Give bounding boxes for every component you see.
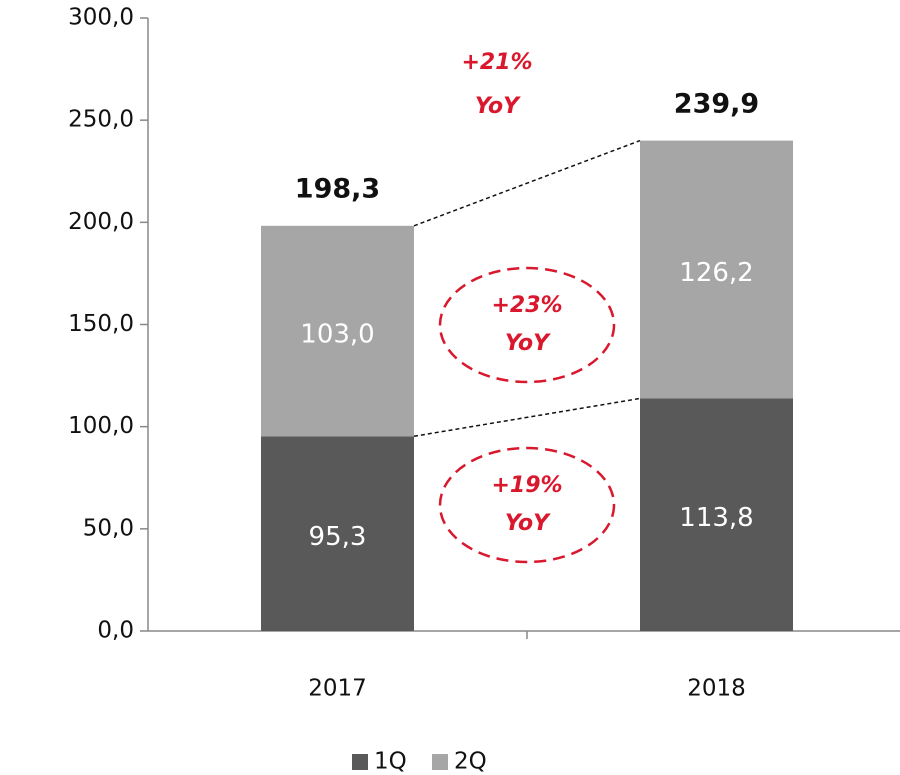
y-tick-label: 200,0 bbox=[68, 209, 134, 235]
y-tick-label: 300,0 bbox=[68, 5, 134, 31]
total-label: 198,3 bbox=[295, 173, 380, 204]
annotation-text: +19% bbox=[491, 473, 562, 498]
annotation-ring bbox=[438, 266, 616, 384]
annotation-text: +23% bbox=[491, 293, 562, 318]
bar-segment bbox=[640, 398, 793, 631]
annotation-text: +21% bbox=[461, 50, 532, 75]
connector bbox=[413, 397, 641, 438]
legend-swatch bbox=[432, 754, 448, 770]
segment-label: 103,0 bbox=[300, 320, 374, 350]
annotation-text: YoY bbox=[505, 511, 551, 536]
annotation-text: YoY bbox=[505, 331, 551, 356]
x-tick-label: 2017 bbox=[308, 676, 367, 702]
annotation-ring bbox=[438, 446, 616, 564]
legend-label: 1Q bbox=[374, 749, 407, 775]
y-tick-label: 50,0 bbox=[83, 515, 134, 541]
bar-segment bbox=[261, 436, 414, 631]
segment-label: 126,2 bbox=[679, 258, 753, 288]
annotation-text: YoY bbox=[475, 94, 521, 119]
connector bbox=[413, 139, 641, 227]
segment-label: 95,3 bbox=[309, 522, 367, 552]
y-tick-label: 100,0 bbox=[68, 413, 134, 439]
bar-segment bbox=[640, 140, 793, 399]
total-label: 239,9 bbox=[674, 88, 759, 119]
legend-label: 2Q bbox=[454, 749, 487, 775]
segment-label: 113,8 bbox=[679, 503, 753, 533]
x-tick-label: 2018 bbox=[687, 676, 746, 702]
y-tick-label: 150,0 bbox=[68, 311, 134, 337]
y-tick-label: 0,0 bbox=[97, 618, 134, 644]
bar-segment bbox=[261, 225, 414, 437]
legend-swatch bbox=[352, 754, 368, 770]
y-tick-label: 250,0 bbox=[68, 107, 134, 133]
